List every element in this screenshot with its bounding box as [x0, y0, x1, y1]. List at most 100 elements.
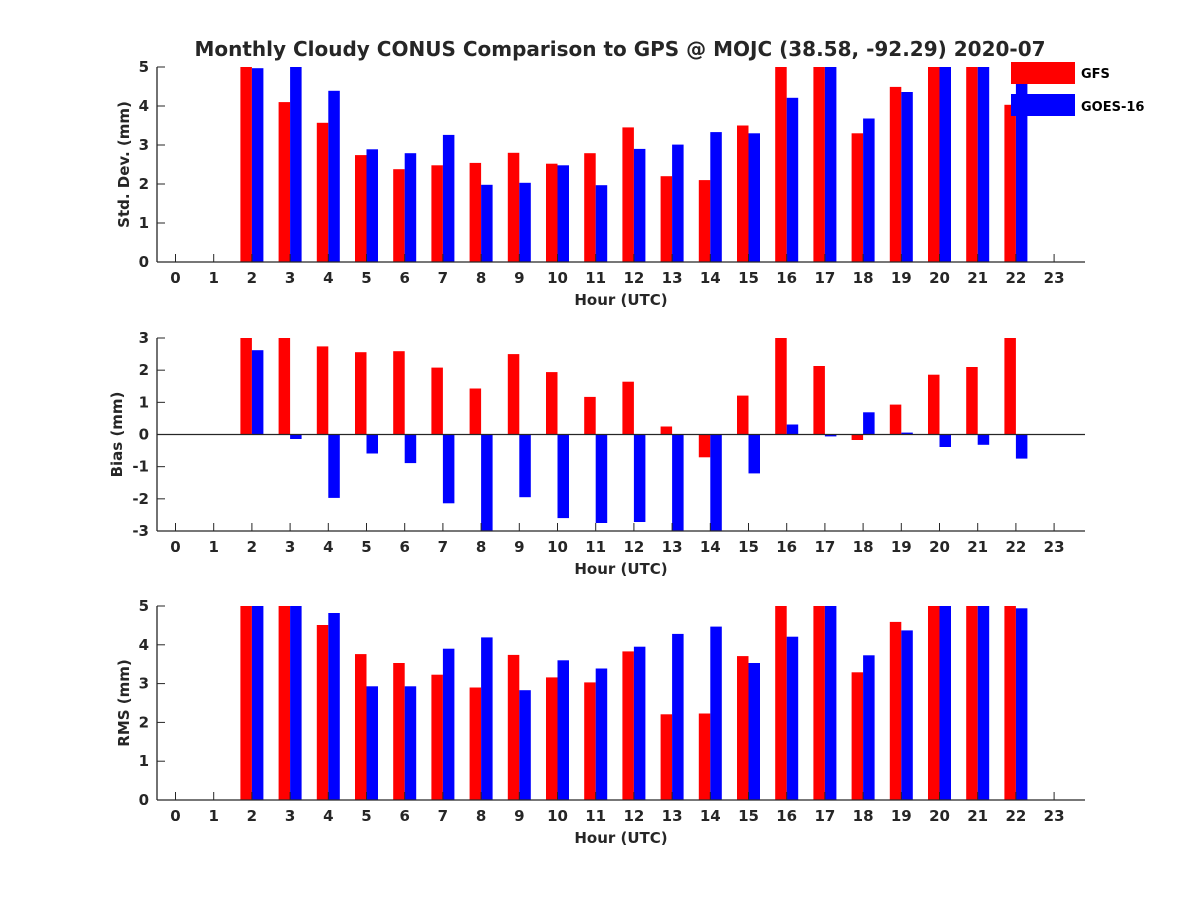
x-tick-label: 15	[738, 538, 759, 556]
x-tick-label: 19	[891, 538, 912, 556]
bar-goes16-hour-7	[442, 134, 455, 262]
x-tick-label: 3	[285, 538, 295, 556]
x-tick-label: 2	[247, 269, 257, 287]
bar-gfs-hour-18	[851, 434, 864, 440]
bar-gfs-hour-7	[431, 165, 443, 262]
bar-goes16-hour-16	[786, 97, 799, 262]
bar-gfs-hour-20	[928, 67, 940, 262]
x-tick-label: 9	[514, 269, 524, 287]
bar-goes16-hour-7	[442, 648, 455, 800]
bar-gfs-hour-12	[622, 381, 634, 435]
x-tick-label: 17	[814, 269, 835, 287]
x-tick-label: 12	[623, 807, 644, 825]
bar-gfs-hour-14	[698, 434, 711, 458]
bar-gfs-hour-12	[622, 651, 634, 800]
bar-gfs-hour-14	[698, 713, 711, 800]
bar-gfs-hour-9	[507, 354, 520, 435]
bar-goes16-hour-4	[328, 613, 340, 800]
x-tick-label: 15	[738, 269, 759, 287]
bar-goes16-hour-12	[633, 646, 646, 800]
bar-goes16-hour-10	[557, 165, 569, 262]
bar-gfs-hour-17	[813, 366, 825, 435]
y-tick-label: -1	[132, 458, 149, 476]
x-tick-label: 19	[891, 269, 912, 287]
y-tick-label: 4	[139, 97, 149, 115]
bar-gfs-hour-9	[507, 152, 520, 262]
y-tick-label: 5	[139, 58, 149, 76]
bar-gfs-hour-2	[240, 606, 252, 800]
bar-goes16-hour-18	[863, 412, 875, 435]
bar-goes16-hour-3	[290, 606, 302, 800]
x-tick-label: 20	[929, 807, 950, 825]
bar-goes16-hour-5	[366, 434, 378, 454]
y-tick-label: 2	[139, 361, 149, 379]
y-axis-label: Bias (mm)	[108, 392, 126, 478]
x-tick-label: 20	[929, 538, 950, 556]
x-tick-label: 22	[1005, 269, 1026, 287]
bar-gfs-hour-3	[278, 102, 291, 262]
bar-goes16-hour-19	[901, 630, 913, 800]
bar-gfs-hour-4	[316, 122, 329, 262]
x-tick-label: 10	[547, 269, 568, 287]
x-tick-label: 1	[208, 807, 218, 825]
bar-gfs-hour-4	[316, 346, 329, 435]
bar-gfs-hour-6	[393, 351, 405, 435]
x-tick-label: 9	[514, 807, 524, 825]
bar-gfs-hour-16	[775, 67, 787, 262]
bar-goes16-hour-4	[328, 90, 340, 262]
bar-goes16-hour-14	[710, 626, 722, 800]
bar-goes16-hour-13	[672, 434, 684, 531]
bar-gfs-hour-20	[928, 374, 940, 435]
x-tick-label: 21	[967, 538, 988, 556]
x-tick-label: 2	[247, 538, 257, 556]
x-tick-label: 23	[1044, 807, 1065, 825]
x-tick-label: 9	[514, 538, 524, 556]
x-tick-label: 14	[700, 807, 721, 825]
bar-gfs-hour-19	[889, 86, 902, 263]
x-tick-label: 13	[662, 269, 683, 287]
y-tick-label: 1	[139, 393, 149, 411]
bar-goes16-hour-15	[748, 133, 760, 262]
bar-goes16-hour-20	[939, 67, 951, 262]
bar-gfs-hour-4	[316, 625, 329, 800]
x-tick-label: 23	[1044, 269, 1065, 287]
x-tick-label: 7	[438, 269, 448, 287]
bar-gfs-hour-13	[660, 714, 673, 800]
bar-goes16-hour-17	[824, 434, 837, 437]
x-tick-label: 22	[1005, 538, 1026, 556]
x-tick-label: 12	[623, 538, 644, 556]
x-tick-label: 10	[547, 538, 568, 556]
bar-goes16-hour-21	[977, 606, 990, 800]
x-tick-label: 3	[285, 269, 295, 287]
bar-goes16-hour-16	[786, 424, 799, 435]
bar-goes16-hour-20	[939, 606, 951, 800]
x-tick-label: 21	[967, 269, 988, 287]
bar-gfs-hour-14	[698, 180, 711, 262]
y-tick-label: -2	[132, 490, 149, 508]
legend-label-goes16: GOES-16	[1081, 100, 1144, 115]
bar-gfs-hour-15	[737, 395, 749, 435]
bar-goes16-hour-2	[251, 606, 264, 800]
x-tick-label: 17	[814, 538, 835, 556]
legend-label-gfs: GFS	[1081, 67, 1110, 82]
bar-gfs-hour-6	[393, 169, 405, 262]
x-tick-label: 13	[662, 807, 683, 825]
bar-goes16-hour-18	[863, 118, 875, 262]
x-tick-label: 6	[399, 538, 409, 556]
bar-goes16-hour-21	[977, 434, 990, 445]
bar-gfs-hour-6	[393, 663, 405, 800]
x-tick-label: 17	[814, 807, 835, 825]
bar-goes16-hour-19	[901, 432, 913, 435]
bar-gfs-hour-16	[775, 338, 787, 435]
bar-goes16-hour-6	[404, 434, 417, 464]
x-tick-label: 16	[776, 538, 797, 556]
y-axis-label: Std. Dev. (mm)	[115, 101, 133, 228]
bar-gfs-hour-3	[278, 606, 291, 800]
x-tick-label: 7	[438, 807, 448, 825]
bar-goes16-hour-12	[633, 434, 646, 522]
bar-gfs-hour-5	[355, 155, 367, 262]
legend: GFS GOES-16	[1011, 62, 1144, 116]
bar-goes16-hour-13	[672, 144, 684, 262]
